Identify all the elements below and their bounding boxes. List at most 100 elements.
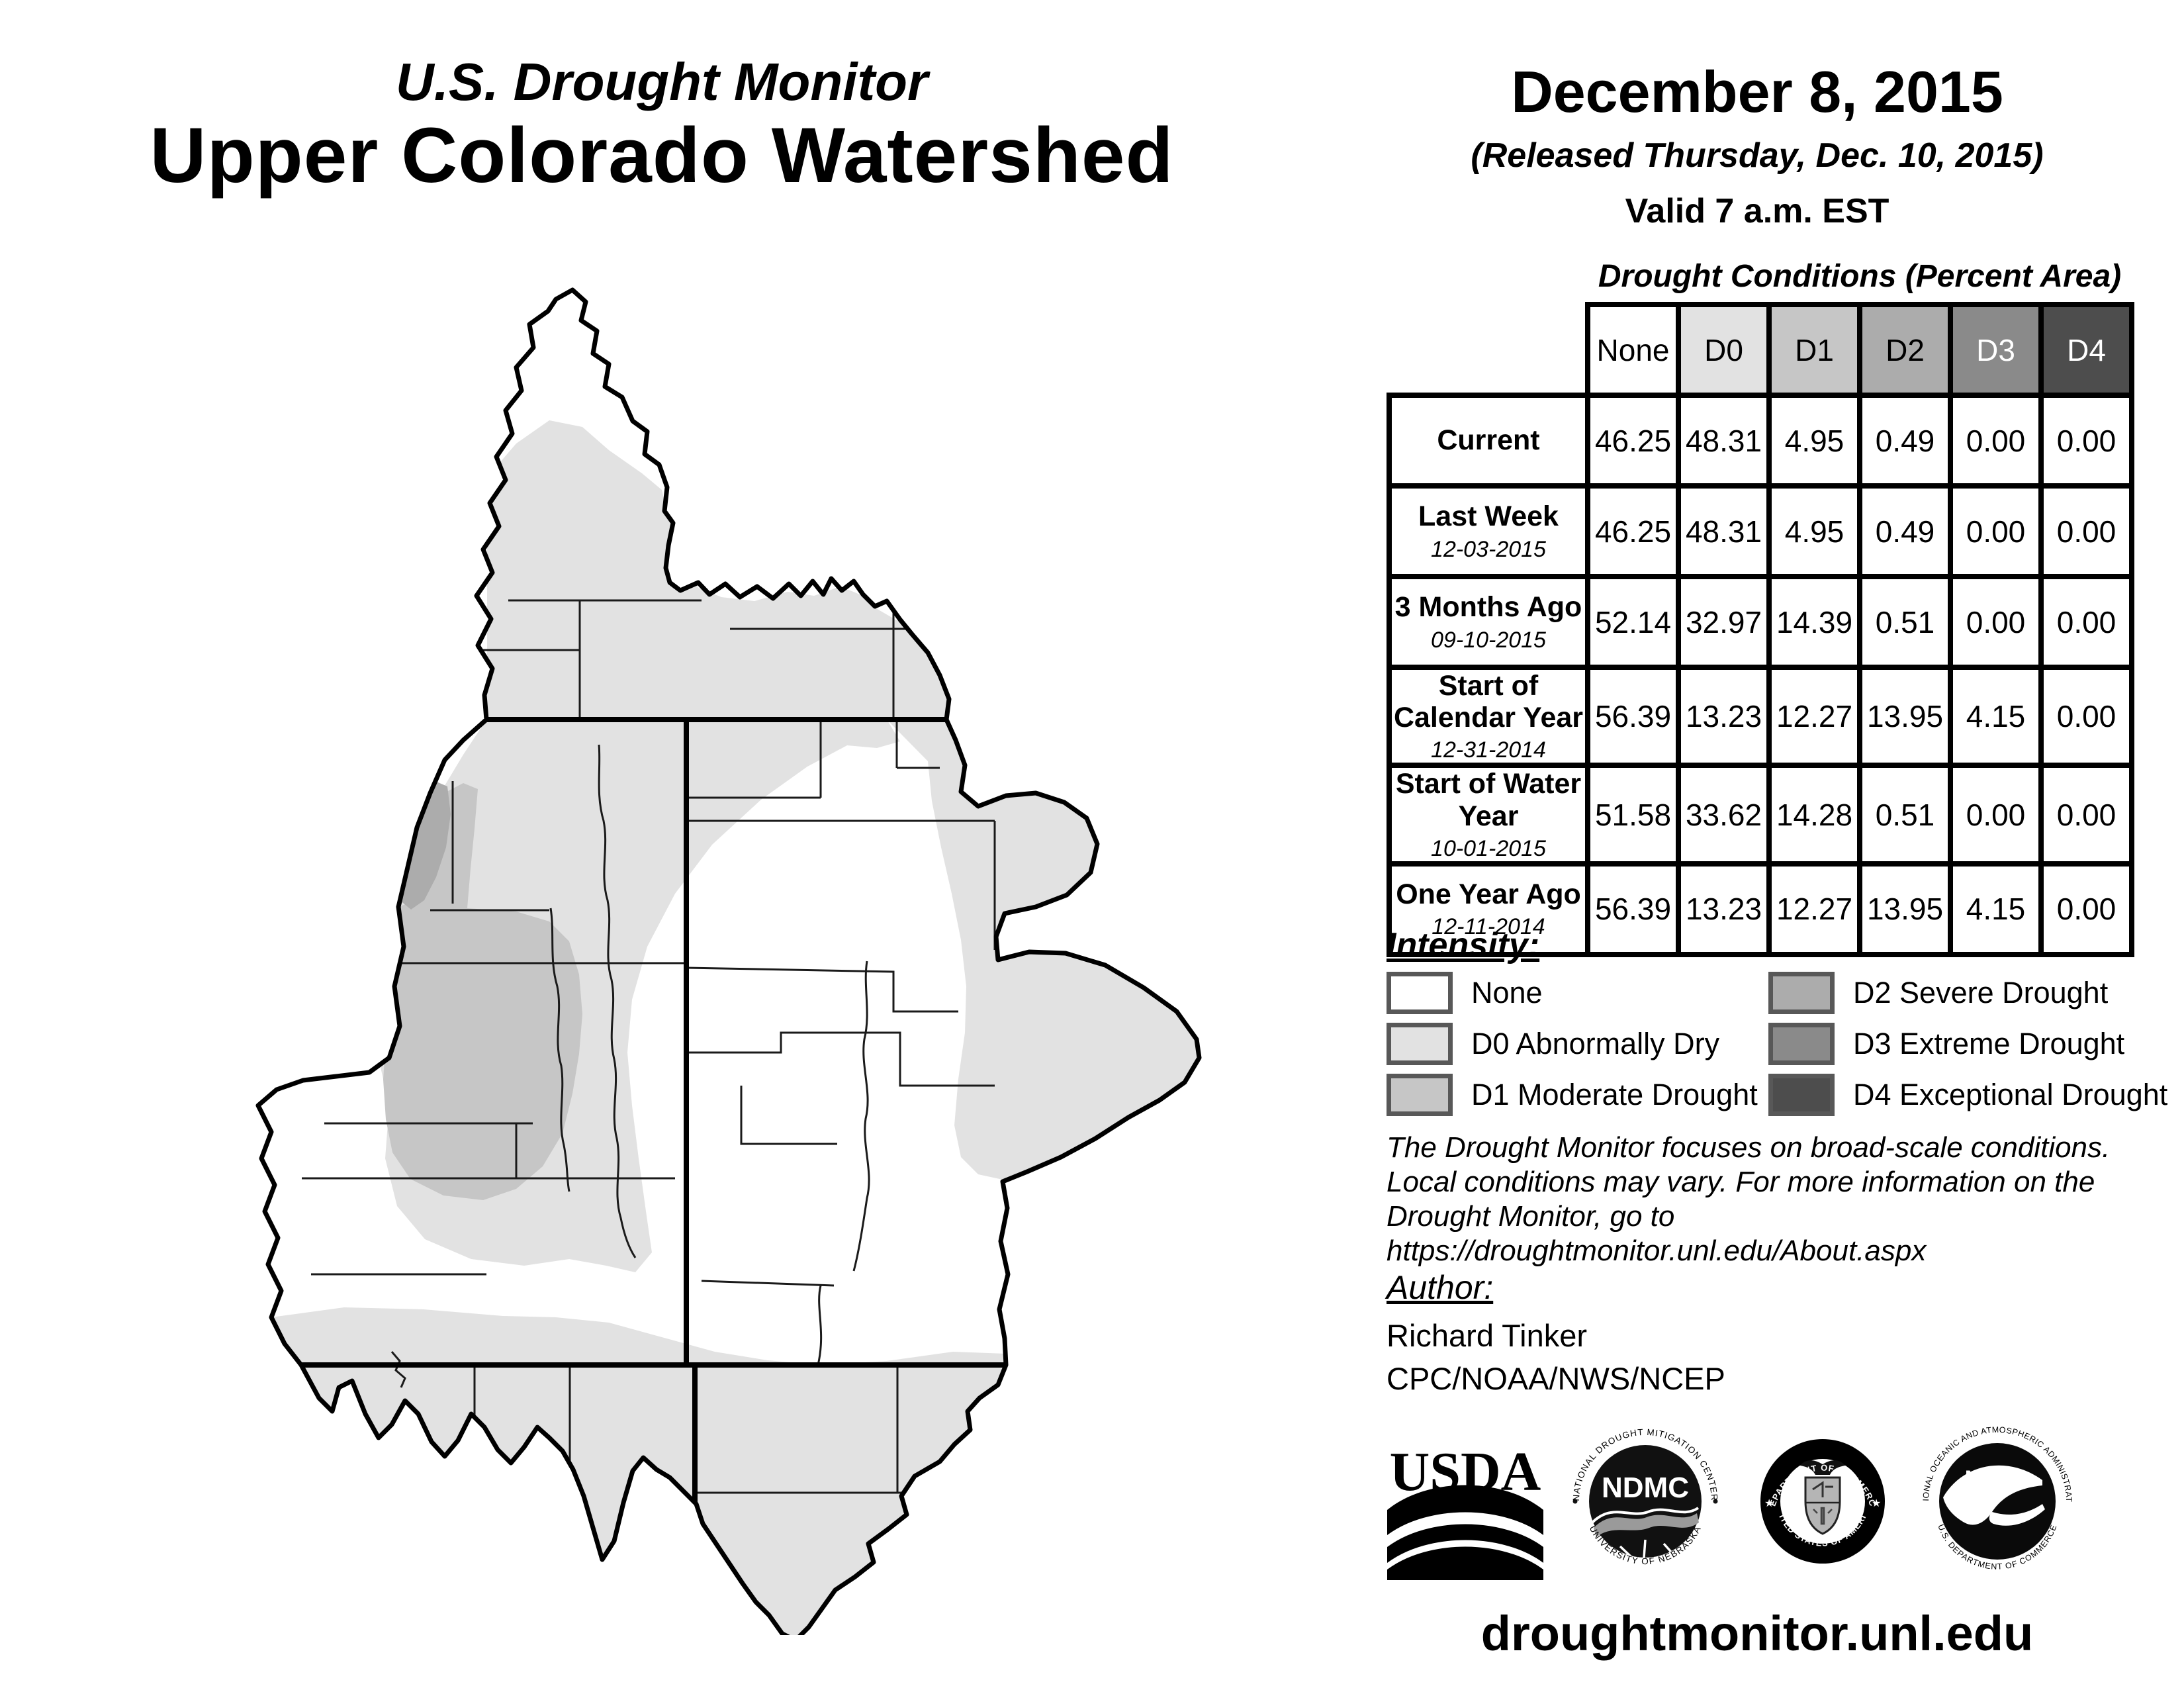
col-header-d3: D3: [1948, 302, 2044, 398]
row-label-one-year-ago: One Year Ago 12-11-2014: [1387, 861, 1590, 957]
legend-swatch-d3: [1768, 1023, 1835, 1065]
noaa-logo: NOAA NATIONAL OCEANIC AND ATMOSPHERIC AD…: [1919, 1423, 2073, 1571]
table-title: Drought Conditions (Percent Area): [1598, 259, 2122, 294]
legend-swatch-d2: [1768, 972, 1835, 1014]
legend-label: D2 Severe Drought: [1853, 976, 2109, 1009]
legend-label: D0 Abnormally Dry: [1471, 1027, 1720, 1060]
usda-swoosh-stripe2: [1387, 1540, 1543, 1570]
legend-label: D1 Moderate Drought: [1471, 1078, 1758, 1111]
region-title: Upper Colorado Watershed: [150, 112, 1174, 199]
cell-value: 13.95: [1857, 861, 1953, 957]
col-header-d0: D0: [1676, 302, 1772, 398]
cell-value: 0.00: [1948, 483, 2044, 579]
released-date: (Released Thursday, Dec. 10, 2015): [1471, 136, 2044, 175]
author-name: Richard Tinker: [1387, 1318, 1587, 1353]
cell-value: 32.97: [1676, 574, 1772, 670]
d1-moderate-drought-area: [383, 783, 582, 1200]
table-row: 3 Months Ago 09-10-2015 52.14 32.97 14.39…: [1387, 574, 2134, 670]
watershed-map: [238, 285, 1205, 1635]
doc-star-right: ★: [1872, 1498, 1881, 1509]
valid-time: Valid 7 a.m. EST: [1625, 192, 1889, 230]
row-date: 12-11-2014: [1432, 914, 1545, 940]
table-row: One Year Ago 12-11-2014 56.39 13.23 12.27…: [1387, 861, 2134, 957]
ndmc-dot-right: [1713, 1499, 1718, 1504]
cell-value: 4.15: [1948, 664, 2044, 769]
county-boundaries: [302, 599, 996, 1496]
ndmc-wave: [1594, 1513, 1699, 1537]
row-label-start-calendar-year: Start of Calendar Year 12-31-2014: [1387, 664, 1590, 769]
row-label-current: Current: [1387, 393, 1590, 489]
author-org: CPC/NOAA/NWS/NCEP: [1387, 1361, 1725, 1396]
cell-value: 0.49: [1857, 393, 1953, 489]
doc-shield: [1804, 1476, 1841, 1535]
cell-value: 12.27: [1766, 664, 1862, 769]
doc-eagle: [1800, 1460, 1845, 1475]
doc-star-left: ★: [1764, 1498, 1774, 1509]
cell-value: 33.62: [1676, 763, 1772, 867]
cell-value: 0.00: [2038, 763, 2134, 867]
legend-label: D4 Exceptional Drought: [1853, 1078, 2168, 1111]
cell-value: 4.15: [1948, 861, 2044, 957]
cell-value: 0.00: [2038, 664, 2134, 769]
disclaimer: The Drought Monitor focuses on broad-sca…: [1387, 1131, 2154, 1268]
intensity-heading: Intensity:: [1387, 926, 1540, 964]
disclaimer-line: Local conditions may vary. For more info…: [1387, 1165, 2095, 1198]
cell-value: 0.51: [1857, 763, 1953, 867]
cell-value: 13.95: [1857, 664, 1953, 769]
disclaimer-line: Drought Monitor, go to https://droughtmo…: [1387, 1199, 1927, 1267]
cell-value: 14.28: [1766, 763, 1862, 867]
legend-swatch-d1: [1387, 1074, 1453, 1116]
cell-value: 52.14: [1585, 574, 1681, 670]
department-of-commerce-seal: ★ ★ DEPARTMENT OF COMMERCE UNITED STATES…: [1745, 1423, 1885, 1564]
row-label-3-months-ago: 3 Months Ago 09-10-2015: [1387, 574, 1590, 670]
noaa-bird-tail: [1989, 1504, 2045, 1526]
cell-value: 46.25: [1585, 483, 1681, 579]
legend-swatch-d4: [1768, 1074, 1835, 1116]
legend-swatch-none: [1387, 972, 1453, 1014]
state-boundaries: [301, 717, 1006, 1511]
table-row: Start of Calendar Year 12-31-2014 56.39 1…: [1387, 664, 2134, 769]
cell-value: 0.00: [2038, 393, 2134, 489]
legend-label: D3 Extreme Drought: [1853, 1027, 2125, 1060]
row-label-text: Last Week: [1418, 500, 1559, 533]
date-block: December 8, 2015 (Released Thursday, Dec…: [1330, 63, 2184, 231]
col-header-d4: D4: [2038, 302, 2134, 398]
col-header-d2: D2: [1857, 302, 1953, 398]
doc-ship: [1812, 1481, 1833, 1497]
cell-value: 0.00: [1948, 763, 2044, 867]
table-row: Current 46.25 48.31 4.95 0.49 0.00 0.00: [1387, 393, 2134, 489]
cell-value: 14.39: [1766, 574, 1862, 670]
row-date: 10-01-2015: [1431, 835, 1546, 861]
ndmc-logo-text: NDMC: [1602, 1472, 1689, 1504]
cell-value: 56.39: [1585, 664, 1681, 769]
row-label-text: 3 Months Ago: [1394, 591, 1582, 624]
cell-value: 0.00: [1948, 574, 2044, 670]
ndmc-dot-left: [1572, 1499, 1578, 1504]
disclaimer-line: The Drought Monitor focuses on broad-sca…: [1387, 1131, 2111, 1164]
legend-swatch-d0: [1387, 1023, 1453, 1065]
row-label-text: Start of Calendar Year: [1393, 670, 1584, 734]
row-label-start-water-year: Start of Water Year 10-01-2015: [1387, 763, 1590, 867]
noaa-logo-text: NOAA: [1965, 1466, 2030, 1490]
cell-value: 0.00: [2038, 483, 2134, 579]
cell-value: 13.23: [1676, 664, 1772, 769]
author-heading: Author:: [1387, 1269, 1494, 1306]
cell-value: 13.23: [1676, 861, 1772, 957]
row-label-text: Start of Water Year: [1395, 768, 1582, 832]
usda-swoosh: [1387, 1485, 1543, 1580]
usda-logo: USDA: [1387, 1446, 1543, 1580]
table-header-row: None D0 D1 D2 D3 D4: [1389, 302, 2134, 398]
row-label-last-week: Last Week 12-03-2015: [1387, 483, 1590, 579]
row-date: 09-10-2015: [1431, 627, 1546, 653]
cell-value: 0.00: [1948, 393, 2044, 489]
table-row: Last Week 12-03-2015 46.25 48.31 4.95 0.4…: [1387, 483, 2134, 579]
cell-value: 46.25: [1585, 393, 1681, 489]
row-date: 12-03-2015: [1431, 536, 1546, 562]
col-header-none: None: [1585, 302, 1681, 398]
usda-swoosh-stripe: [1387, 1512, 1543, 1547]
site-url: droughtmonitor.unl.edu: [1480, 1606, 2034, 1661]
doc-lighthouse: [1813, 1507, 1833, 1525]
cell-value: 56.39: [1585, 861, 1681, 957]
cell-value: 48.31: [1676, 393, 1772, 489]
